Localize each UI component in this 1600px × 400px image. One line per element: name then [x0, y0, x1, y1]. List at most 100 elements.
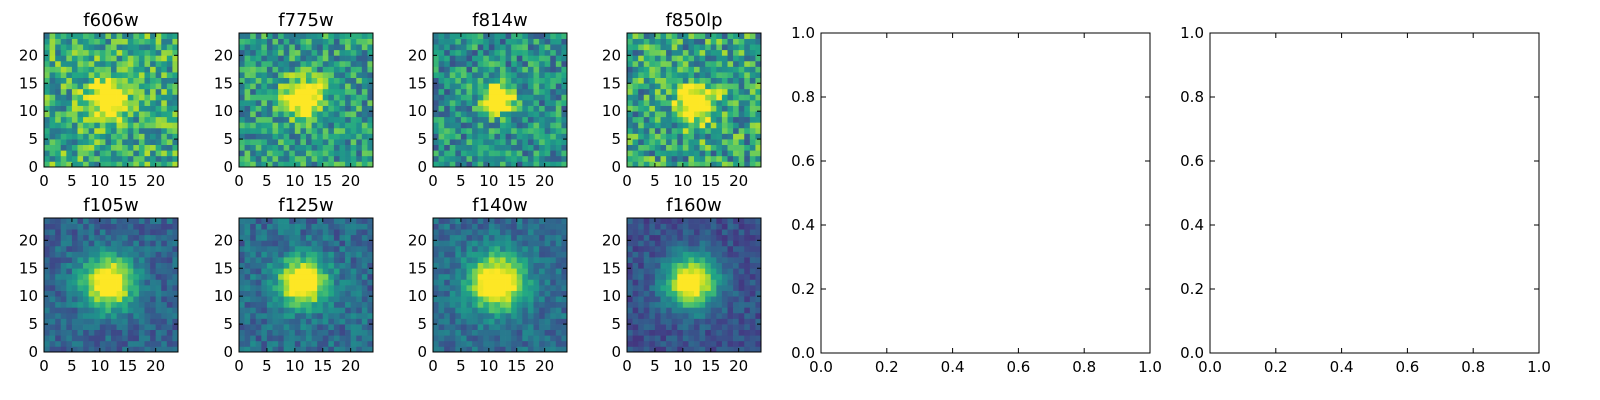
pixel-cell	[44, 296, 50, 303]
pixel-cell	[278, 273, 285, 280]
pixel-cell	[250, 161, 257, 168]
pixel-cell	[516, 83, 523, 90]
pixel-cell	[516, 150, 523, 157]
pixel-cell	[544, 49, 551, 56]
pixel-cell	[516, 290, 523, 297]
pixel-cell	[666, 94, 673, 101]
pixel-cell	[444, 273, 451, 280]
pixel-cell	[550, 55, 557, 62]
pixel-cell	[77, 229, 84, 236]
pixel-cell	[688, 161, 695, 168]
pixel-cell	[345, 127, 352, 134]
pixel-cell	[433, 60, 439, 67]
pixel-cell	[105, 55, 112, 62]
pixel-cell	[539, 60, 546, 67]
pixel-cell	[77, 245, 84, 252]
pixel-cell	[166, 55, 173, 62]
pixel-cell	[561, 285, 568, 291]
pixel-cell	[105, 307, 112, 314]
pixel-cell	[166, 273, 173, 280]
pixel-cell	[244, 234, 251, 241]
pixel-cell	[433, 268, 439, 275]
pixel-cell	[261, 33, 268, 39]
pixel-cell	[477, 111, 484, 118]
y-tick-label: 0	[28, 343, 38, 361]
pixel-cell	[632, 223, 639, 230]
pixel-cell	[278, 262, 285, 269]
pixel-cell	[488, 318, 495, 325]
pixel-cell	[682, 133, 689, 140]
pixel-cell	[339, 100, 346, 106]
pixel-cell	[133, 329, 140, 336]
pixel-cell	[116, 127, 123, 134]
pixel-cell	[460, 155, 467, 162]
pixel-cell	[666, 60, 673, 67]
pixel-cell	[733, 268, 740, 275]
x-tick-label: 10	[285, 172, 304, 190]
pixel-cell	[278, 296, 285, 303]
pixel-cell	[278, 139, 285, 146]
pixel-cell	[133, 49, 140, 56]
pixel-cell	[488, 257, 495, 264]
pixel-cell	[166, 329, 173, 336]
pixel-cell	[105, 105, 112, 112]
pixel-cell	[654, 340, 661, 347]
pixel-cell	[294, 268, 301, 275]
pixel-cell	[749, 262, 756, 269]
pixel-cell	[77, 105, 84, 112]
pixel-cell	[643, 122, 650, 129]
pixel-cell	[88, 329, 95, 336]
pixel-cell	[666, 33, 673, 39]
pixel-cell	[361, 318, 368, 325]
pixel-cell	[477, 279, 484, 286]
pixel-cell	[455, 290, 462, 297]
pixel-cell	[710, 251, 717, 258]
pixel-cell	[444, 100, 451, 106]
pixel-cell	[505, 240, 512, 247]
pixel-cell	[289, 318, 296, 325]
pixel-cell	[627, 223, 633, 230]
pixel-cell	[71, 268, 78, 275]
pixel-cell	[516, 229, 523, 236]
pixel-cell	[466, 77, 473, 84]
pixel-cell	[94, 262, 101, 269]
pixel-cell	[49, 346, 56, 353]
pixel-cell	[755, 329, 762, 336]
pixel-cell	[283, 312, 290, 319]
pixel-cell	[300, 262, 307, 269]
pixel-cell	[367, 139, 374, 146]
pixel-cell	[638, 312, 645, 319]
pixel-cell	[677, 83, 684, 90]
axes-frame	[238, 32, 374, 168]
pixel-cell	[278, 285, 285, 291]
pixel-cell	[455, 312, 462, 319]
pixel-cell	[477, 257, 484, 264]
pixel-cell	[643, 77, 650, 84]
pixel-cell	[244, 127, 251, 134]
pixel-cell	[133, 161, 140, 168]
pixel-cell	[350, 105, 357, 112]
pixel-cell	[133, 285, 140, 291]
pixel-cell	[654, 94, 661, 101]
pixel-cell	[505, 273, 512, 280]
pixel-cell	[272, 122, 279, 129]
pixel-cell	[460, 38, 467, 45]
pixel-cell	[111, 312, 117, 319]
pixel-cell	[255, 262, 262, 269]
pixel-cell	[660, 105, 667, 112]
pixel-cell	[239, 88, 245, 95]
pixel-cell	[94, 301, 101, 308]
pixel-cell	[77, 72, 84, 79]
pixel-cell	[516, 307, 523, 314]
pixel-cell	[638, 155, 645, 162]
pixel-cell	[533, 55, 540, 62]
pixel-cell	[44, 312, 50, 319]
pixel-cell	[466, 155, 473, 162]
pixel-cell	[438, 318, 445, 325]
pixel-cell	[328, 329, 335, 336]
pixel-cell	[155, 144, 162, 151]
pixel-cell	[677, 72, 684, 79]
pixel-cell	[561, 346, 568, 353]
pixel-cell	[94, 60, 101, 67]
pixel-cell	[561, 268, 568, 275]
